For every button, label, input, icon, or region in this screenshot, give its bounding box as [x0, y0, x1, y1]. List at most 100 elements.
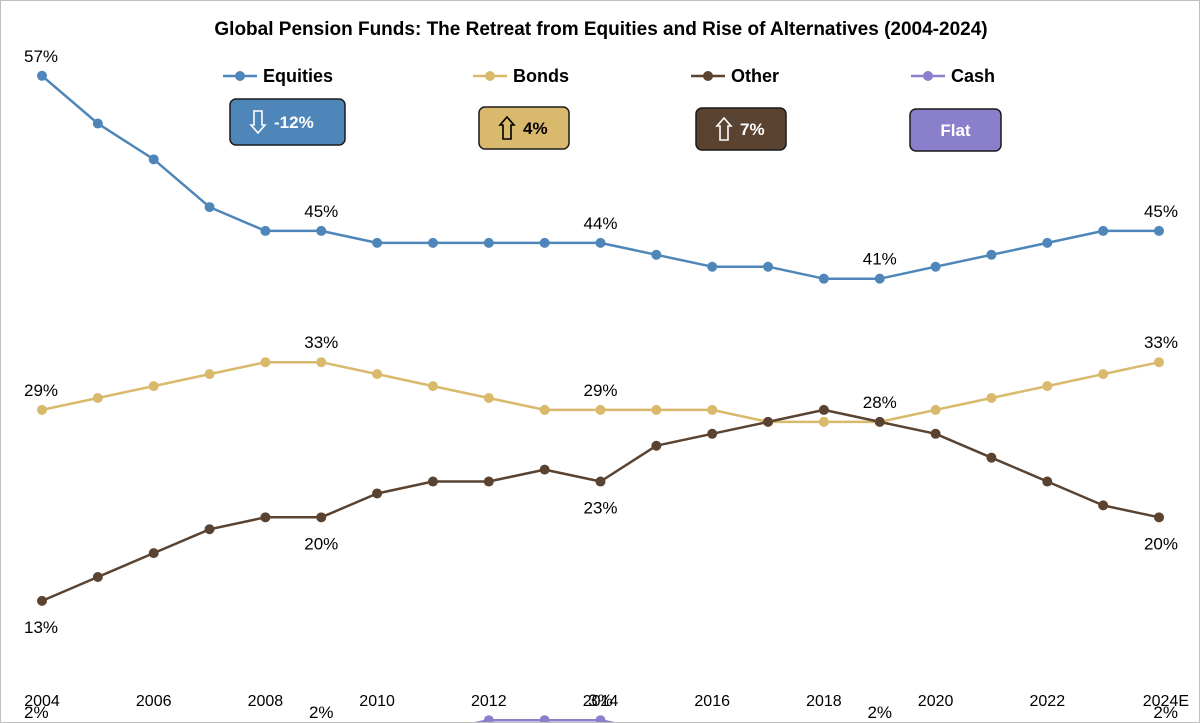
data-point-equities-2004 [37, 70, 47, 81]
data-point-equities-2017 [763, 261, 774, 272]
data-label-cash-2004: 2% [24, 703, 49, 722]
data-point-bonds-2011 [427, 381, 438, 392]
data-point-equities-2024e [1154, 225, 1164, 236]
legend-marker-other [703, 71, 713, 81]
x-tick-label-2018: 2018 [806, 693, 842, 710]
data-point-other-2009 [316, 512, 327, 523]
data-label-cash-2019: 2% [867, 703, 892, 722]
data-point-equities-2023 [1098, 225, 1109, 236]
series-lines [37, 70, 1164, 722]
legend: Equities Bonds Other Cash [223, 66, 995, 86]
x-tick-label-2012: 2012 [471, 693, 507, 710]
badge-label-equities: -12% [274, 113, 314, 132]
legend-marker-cash [923, 71, 933, 81]
data-label-cash-2009: 2% [309, 703, 334, 722]
data-label-cash-2014: 3% [588, 691, 613, 710]
x-tick-label-2014: 2014 [583, 693, 619, 710]
data-point-other-2022 [1042, 476, 1053, 487]
badge-box-bonds [478, 106, 570, 150]
data-point-equities-2007 [204, 202, 215, 213]
x-tick-label-2024e: 2024E [1143, 693, 1189, 710]
data-point-bonds-2013 [539, 404, 550, 415]
data-point-equities-2006 [148, 154, 159, 165]
data-point-other-2008 [260, 512, 271, 523]
badge-other: 7% [695, 107, 787, 151]
data-point-bonds-2018 [818, 416, 829, 427]
data-point-equities-2014 [595, 237, 606, 248]
legend-item-other: Other [691, 66, 779, 86]
data-point-equities-2011 [427, 237, 438, 248]
data-point-equities-2020 [930, 261, 941, 272]
data-point-equities-2012 [483, 237, 494, 248]
data-labels: 57% 45% 44% 41% 45% 29% 33% 29% 33% 13% 20% 23% 28% 2… [24, 47, 1178, 722]
badge-label-other: 7% [740, 120, 765, 139]
legend-item-cash: Cash [911, 66, 995, 86]
data-point-bonds-2007 [204, 369, 215, 380]
legend-label-cash: Cash [951, 66, 995, 86]
data-point-other-2005 [92, 572, 103, 582]
badge-equities: -12% [229, 98, 346, 146]
arrow-up-icon [498, 115, 516, 140]
legend-label-bonds: Bonds [513, 66, 569, 86]
data-point-equities-2016 [707, 261, 718, 272]
data-point-other-2011 [427, 476, 438, 487]
data-label-equities-2019: 41% [863, 250, 897, 269]
legend-item-bonds: Bonds [473, 66, 569, 86]
data-point-equities-2022 [1042, 237, 1053, 248]
x-tick-label-2008: 2008 [248, 693, 284, 710]
data-point-other-2023 [1098, 500, 1109, 511]
data-label-bonds-2009: 33% [304, 333, 338, 352]
data-point-equities-2009 [316, 225, 327, 236]
series-other [37, 404, 1164, 606]
badge-cash: Flat [909, 108, 1002, 152]
data-point-bonds-2021 [986, 393, 997, 403]
data-point-bonds-2006 [148, 381, 159, 392]
x-tick-label-2006: 2006 [136, 693, 172, 710]
data-point-bonds-2004 [37, 404, 47, 415]
data-point-bonds-2024e [1154, 357, 1164, 368]
data-point-other-2017 [763, 416, 774, 427]
data-point-equities-2019 [874, 273, 885, 284]
series-line-equities [41, 74, 1159, 280]
data-point-bonds-2023 [1098, 369, 1109, 380]
data-label-bonds-2004: 29% [24, 381, 58, 400]
data-point-bonds-2015 [651, 404, 662, 415]
data-label-other-2014: 23% [583, 499, 617, 518]
data-point-other-2024e [1154, 512, 1164, 523]
legend-marker-bonds [485, 71, 495, 81]
data-point-other-2021 [986, 452, 997, 463]
badge-label-bonds: 4% [523, 119, 548, 138]
data-point-other-2019 [874, 416, 885, 427]
data-point-bonds-2005 [92, 393, 103, 403]
data-point-other-2020 [930, 428, 941, 439]
x-tick-label-2020: 2020 [918, 693, 954, 710]
data-label-other-2009: 20% [304, 534, 338, 553]
legend-label-other: Other [731, 66, 779, 86]
badge-label-cash: Flat [940, 121, 971, 140]
data-label-equities-2004: 57% [24, 47, 58, 66]
x-tick-label-2016: 2016 [694, 693, 730, 710]
data-point-equities-2013 [539, 237, 550, 248]
legend-marker-equities [235, 71, 245, 81]
data-point-bonds-2010 [372, 369, 383, 380]
data-point-equities-2010 [372, 237, 383, 248]
data-point-cash-2014 [595, 715, 606, 722]
data-point-bonds-2012 [483, 393, 494, 403]
data-point-bonds-2008 [260, 357, 271, 368]
data-point-bonds-2014 [595, 404, 606, 415]
legend-item-equities: Equities [223, 66, 333, 86]
data-point-other-2014 [595, 476, 606, 487]
data-point-bonds-2020 [930, 404, 941, 415]
data-label-other-2024e: 20% [1144, 534, 1178, 553]
chart-title: Global Pension Funds: The Retreat from E… [214, 19, 987, 40]
data-point-other-2004 [37, 595, 47, 606]
data-label-other-2019: 28% [863, 393, 897, 412]
data-label-equities-2014: 44% [583, 214, 617, 233]
data-point-bonds-2009 [316, 357, 327, 368]
legend-label-equities: Equities [263, 66, 333, 86]
arrow-up-icon [715, 116, 733, 141]
data-label-bonds-2014: 29% [583, 381, 617, 400]
data-point-equities-2018 [818, 273, 829, 284]
data-point-bonds-2022 [1042, 381, 1053, 392]
